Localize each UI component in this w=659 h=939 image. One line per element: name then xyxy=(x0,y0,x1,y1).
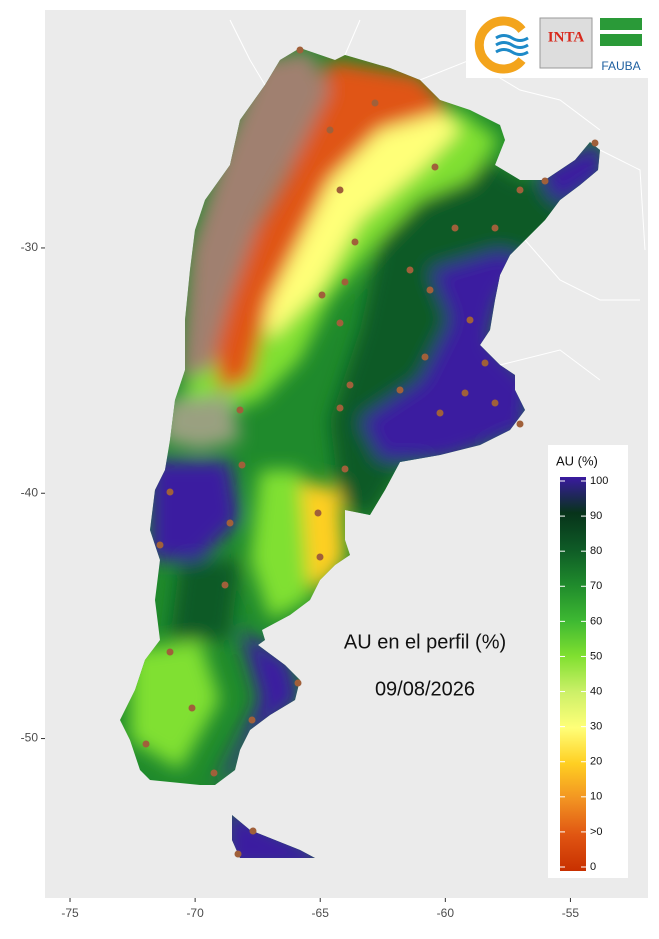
y-tick-label: -50 xyxy=(21,731,39,745)
x-tick-label: -75 xyxy=(61,906,79,920)
colorbar xyxy=(560,477,586,871)
legend-label: 70 xyxy=(590,580,602,592)
logo-inta: INTA xyxy=(548,29,585,45)
annotation-date: 09/08/2026 xyxy=(375,678,475,700)
stations xyxy=(142,46,599,858)
legend-label: 30 xyxy=(590,721,602,733)
legend-label: 100 xyxy=(590,475,608,487)
legend-label: 50 xyxy=(590,650,602,662)
legend-label: >0 xyxy=(590,826,603,838)
annotation-title: AU en el perfil (%) xyxy=(344,631,506,653)
logo-water xyxy=(474,16,529,74)
y-tick-label: -40 xyxy=(21,485,39,499)
x-tick-label: -65 xyxy=(312,906,330,920)
legend-label: 20 xyxy=(590,756,602,768)
legend-label: 80 xyxy=(590,545,602,557)
x-tick-label: -55 xyxy=(562,906,580,920)
logo-inta-box xyxy=(539,17,593,69)
legend-label: 40 xyxy=(590,685,602,697)
neighbor-borders xyxy=(229,19,646,381)
legend-title: AU (%) xyxy=(556,453,598,468)
logo-fauba: FAUBA xyxy=(601,59,640,73)
legend-label: 0 xyxy=(590,861,596,873)
legend-label: 60 xyxy=(590,615,602,627)
legend-label: 90 xyxy=(590,510,602,522)
y-tick-label: -30 xyxy=(21,240,39,254)
legend-label: 10 xyxy=(590,791,602,803)
x-tick-label: -60 xyxy=(437,906,455,920)
logo-fauba-mark xyxy=(600,18,642,46)
x-tick-label: -70 xyxy=(186,906,204,920)
